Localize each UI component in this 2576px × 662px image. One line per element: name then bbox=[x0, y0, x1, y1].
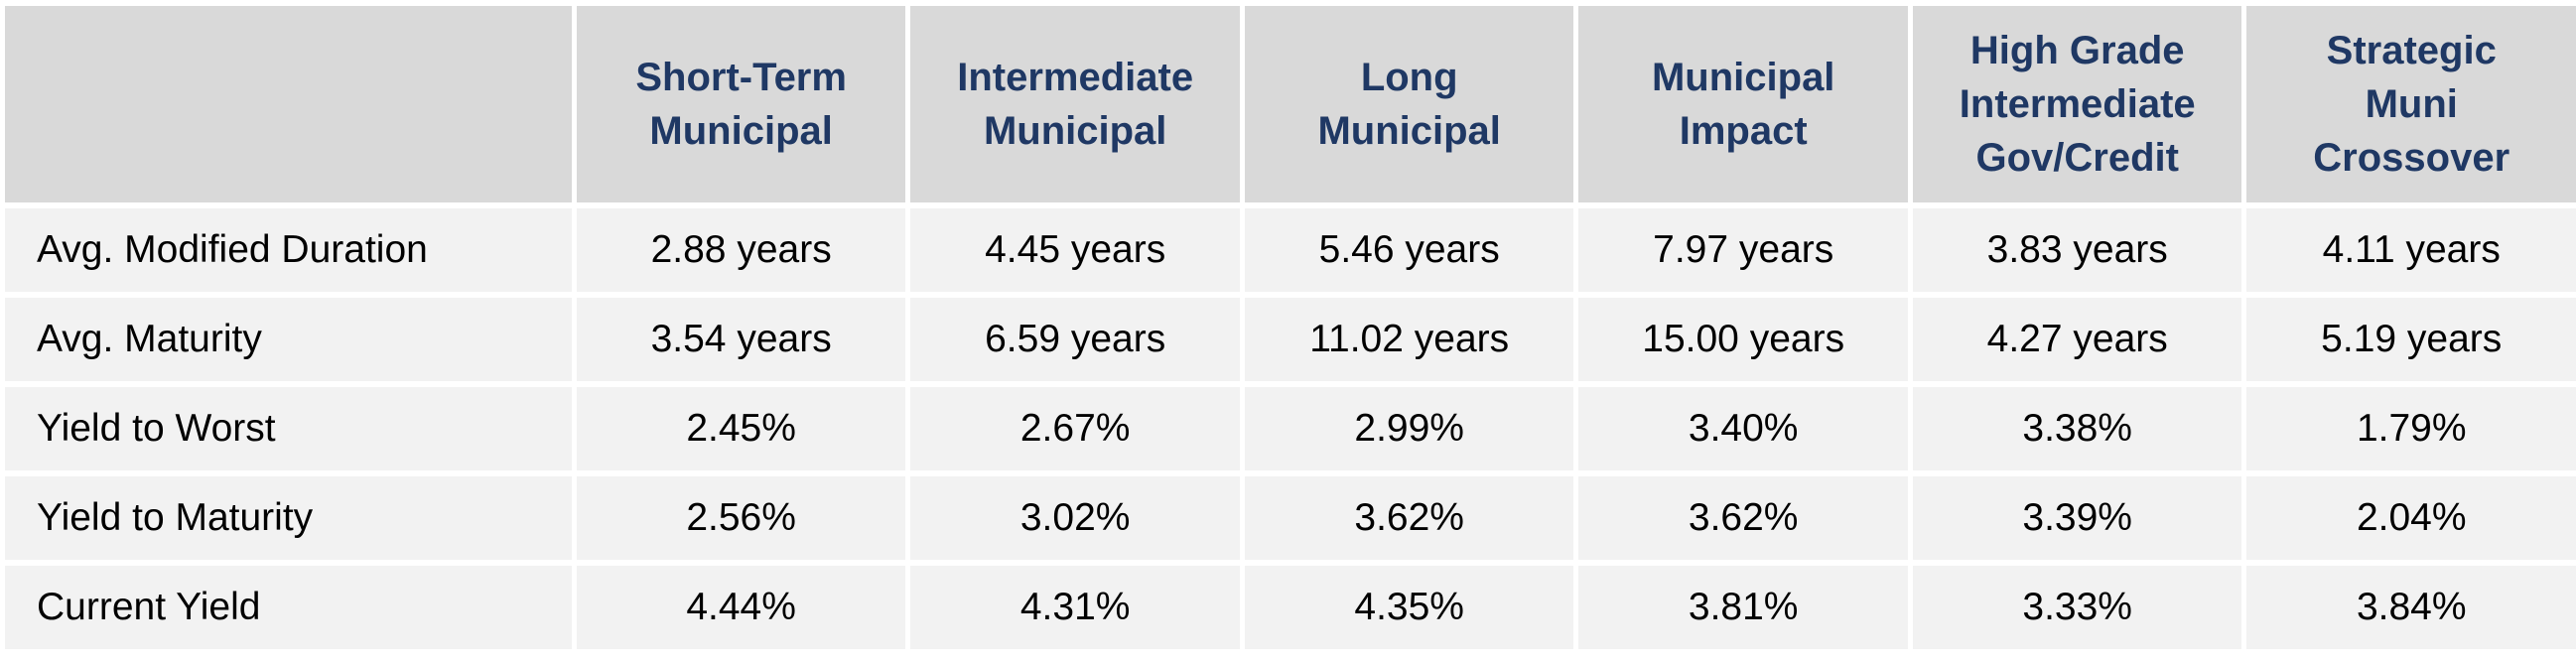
column-header-line: Gov/Credit bbox=[1975, 136, 2179, 180]
column-header-intermediate-municipal: Intermediate Municipal bbox=[910, 6, 1240, 202]
table-cell: 4.11 years bbox=[2246, 208, 2576, 292]
table-cell: 2.67% bbox=[910, 387, 1240, 470]
table-cell: 3.02% bbox=[910, 476, 1240, 560]
column-header-line: Impact bbox=[1679, 109, 1808, 153]
table-cell: 3.33% bbox=[1912, 566, 2242, 649]
column-header-strategic-muni-crossover: Strategic Muni Crossover bbox=[2246, 6, 2576, 202]
column-header-line: High Grade bbox=[1969, 29, 2185, 72]
table-cell: 6.59 years bbox=[910, 298, 1240, 381]
table-cell: 3.84% bbox=[2246, 566, 2576, 649]
column-header-line: Long bbox=[1360, 56, 1458, 99]
table-cell: 3.81% bbox=[1578, 566, 1908, 649]
row-label: Avg. Modified Duration bbox=[5, 208, 572, 292]
table-cell: 15.00 years bbox=[1578, 298, 1908, 381]
column-header-line: Intermediate bbox=[1959, 82, 2196, 126]
column-header-high-grade-intermediate-gov-credit: High Grade Intermediate Gov/Credit bbox=[1912, 6, 2242, 202]
table-cell: 5.19 years bbox=[2246, 298, 2576, 381]
row-label: Yield to Maturity bbox=[5, 476, 572, 560]
column-header-line: Municipal bbox=[983, 109, 1167, 153]
column-header-long-municipal: Long Municipal bbox=[1244, 6, 1574, 202]
table-cell: 2.04% bbox=[2246, 476, 2576, 560]
table-cell: 3.40% bbox=[1578, 387, 1908, 470]
table-cell: 7.97 years bbox=[1578, 208, 1908, 292]
table-row-avg-maturity: Avg. Maturity 3.54 years 6.59 years 11.0… bbox=[5, 298, 2576, 381]
table-cell: 4.31% bbox=[910, 566, 1240, 649]
table-cell: 4.35% bbox=[1244, 566, 1574, 649]
table-cell: 4.45 years bbox=[910, 208, 1240, 292]
table-cell: 3.38% bbox=[1912, 387, 2242, 470]
table-cell: 4.44% bbox=[576, 566, 906, 649]
column-header-short-term-municipal: Short-Term Municipal bbox=[576, 6, 906, 202]
column-header-line: Municipal bbox=[1317, 109, 1501, 153]
header-row: Short-Term Municipal Intermediate Munici… bbox=[5, 6, 2576, 202]
table-cell: 5.46 years bbox=[1244, 208, 1574, 292]
table-cell: 2.88 years bbox=[576, 208, 906, 292]
column-header-line: Crossover bbox=[2313, 136, 2510, 180]
column-header-line: Municipal bbox=[1651, 56, 1835, 99]
table-cell: 2.56% bbox=[576, 476, 906, 560]
table-cell: 3.62% bbox=[1244, 476, 1574, 560]
header-corner-cell bbox=[5, 6, 572, 202]
table-cell: 2.99% bbox=[1244, 387, 1574, 470]
column-header-line: Intermediate bbox=[957, 56, 1194, 99]
row-label: Current Yield bbox=[5, 566, 572, 649]
column-header-line: Short-Term bbox=[635, 56, 847, 99]
table-cell: 11.02 years bbox=[1244, 298, 1574, 381]
column-header-line: Municipal bbox=[649, 109, 833, 153]
table-cell: 2.45% bbox=[576, 387, 906, 470]
column-header-line: Muni bbox=[2365, 82, 2458, 126]
table-cell: 3.83 years bbox=[1912, 208, 2242, 292]
column-header-municipal-impact: Municipal Impact bbox=[1578, 6, 1908, 202]
table-row-avg-modified-duration: Avg. Modified Duration 2.88 years 4.45 y… bbox=[5, 208, 2576, 292]
column-header-line: Strategic bbox=[2326, 29, 2497, 72]
table-cell: 1.79% bbox=[2246, 387, 2576, 470]
row-label: Avg. Maturity bbox=[5, 298, 572, 381]
table-cell: 3.54 years bbox=[576, 298, 906, 381]
row-label: Yield to Worst bbox=[5, 387, 572, 470]
table-row-yield-to-worst: Yield to Worst 2.45% 2.67% 2.99% 3.40% 3… bbox=[5, 387, 2576, 470]
table-cell: 3.39% bbox=[1912, 476, 2242, 560]
table-cell: 3.62% bbox=[1578, 476, 1908, 560]
table-row-yield-to-maturity: Yield to Maturity 2.56% 3.02% 3.62% 3.62… bbox=[5, 476, 2576, 560]
table-row-current-yield: Current Yield 4.44% 4.31% 4.35% 3.81% 3.… bbox=[5, 566, 2576, 649]
table-cell: 4.27 years bbox=[1912, 298, 2242, 381]
